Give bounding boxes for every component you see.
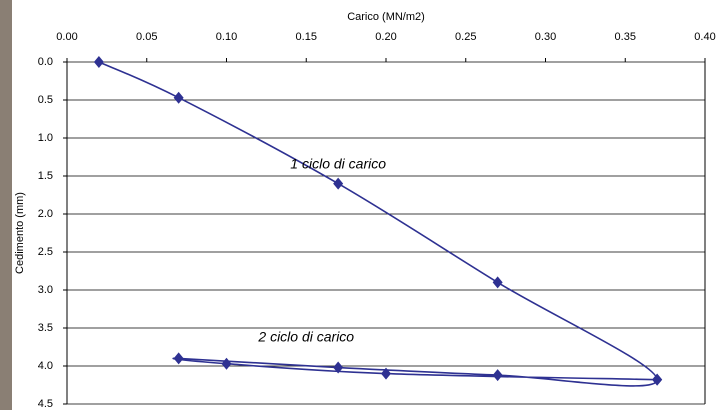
data-point [652,373,663,386]
x-tick-label: 0.25 [455,31,476,43]
y-tick-label: 3.0 [38,284,53,296]
y-tick-label: 2.0 [38,208,53,220]
annotation: 1 ciclo di carico [290,155,386,171]
x-tick-label: 0.35 [615,31,636,43]
y-tick-label: 2.5 [38,246,53,258]
data-point [492,369,503,382]
data-point [93,56,104,68]
x-tick-label: 0.05 [136,31,157,43]
data-point [221,357,232,370]
y-tick-label: 4.5 [38,398,53,410]
x-tick-label: 0.00 [56,31,77,43]
data-point [492,276,503,289]
x-tick-label: 0.30 [535,31,556,43]
y-axis-title: Cedimento (mm) [14,192,26,274]
data-point [381,367,391,380]
data-point [173,91,184,104]
y-tick-label: 4.0 [38,360,53,372]
annotation: 2 ciclo di carico [257,329,354,345]
y-tick-label: 0.5 [38,94,53,106]
photo-strip [0,0,12,410]
data-point [173,352,184,365]
x-tick-label: 0.20 [375,31,396,43]
y-tick-label: 3.5 [38,322,53,334]
y-tick-label: 1.0 [38,132,53,144]
x-tick-label: 0.15 [296,31,317,43]
x-axis-title: Carico (MN/m2) [347,11,425,23]
y-tick-label: 1.5 [38,170,53,182]
data-point [333,177,344,190]
y-tick-label: 0.0 [38,56,53,68]
x-tick-label: 0.40 [694,31,715,43]
x-tick-label: 0.10 [216,31,237,43]
data-point [333,361,344,374]
data-line [98,61,658,387]
